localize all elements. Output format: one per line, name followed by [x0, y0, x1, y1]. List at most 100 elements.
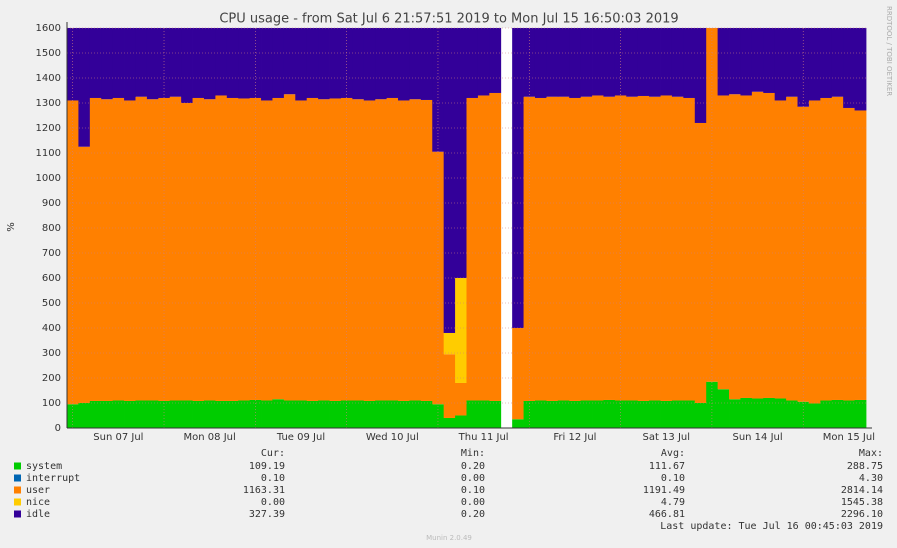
area-segment: [112, 400, 125, 428]
area-segment: [146, 99, 159, 401]
legend-stat: 109.19: [249, 461, 285, 472]
area-segment: [455, 382, 467, 416]
legend-stat: 0.10: [461, 485, 485, 496]
x-tick-label: Thu 11 Jul: [458, 432, 509, 443]
area-segment: [340, 27, 353, 98]
area-segment: [466, 27, 479, 98]
area-segment: [261, 400, 273, 428]
area-segment: [740, 398, 753, 428]
area-segment: [398, 100, 410, 401]
legend-stat: 0.00: [461, 473, 485, 484]
area-segment: [592, 95, 604, 401]
x-tick-label: Fri 12 Jul: [553, 432, 596, 443]
area-segment: [112, 27, 125, 98]
legend-swatch: [14, 462, 21, 470]
legend-stat: 2814.14: [841, 485, 883, 496]
area-segment: [67, 100, 79, 405]
legend-label: idle: [26, 509, 50, 520]
legend-label: user: [26, 485, 50, 496]
area-segment: [523, 401, 536, 428]
area-segment: [226, 27, 239, 98]
area-segment: [808, 403, 821, 428]
y-tick-label: 400: [42, 323, 61, 334]
area-segment: [763, 92, 776, 398]
area-segment: [272, 97, 285, 400]
legend-stat: 0.00: [261, 497, 285, 508]
area-segment: [181, 102, 193, 401]
area-segment: [261, 27, 273, 101]
area-segment: [843, 400, 855, 428]
credit: Munin 2.0.49: [426, 534, 472, 542]
area-segment: [489, 27, 502, 93]
area-segment: [671, 400, 684, 428]
area-segment: [534, 400, 547, 428]
area-segment: [124, 401, 136, 428]
area-segment: [546, 96, 559, 401]
area-segment: [443, 27, 456, 333]
area-segment: [706, 27, 719, 382]
area-segment: [683, 400, 696, 428]
area-segment: [660, 27, 673, 96]
area-segment: [89, 401, 102, 428]
area-segment: [751, 398, 764, 428]
y-tick-label: 600: [42, 273, 61, 284]
area-segment: [124, 100, 136, 401]
y-tick-label: 800: [42, 223, 61, 234]
area-segment: [649, 400, 661, 428]
area-segment: [614, 400, 627, 428]
y-tick-label: 700: [42, 248, 61, 259]
area-segment: [203, 99, 216, 401]
area-segment: [534, 97, 547, 401]
y-tick-label: 100: [42, 398, 61, 409]
area-segment: [226, 97, 239, 401]
area-segment: [763, 27, 776, 93]
area-segment: [329, 98, 342, 401]
legend-header: Min:: [461, 448, 485, 459]
area-segment: [318, 27, 330, 100]
area-segment: [626, 27, 639, 97]
area-segment: [146, 27, 159, 100]
area-segment: [671, 27, 684, 97]
area-segment: [238, 400, 251, 428]
area-segment: [192, 401, 205, 428]
area-segment: [763, 398, 776, 428]
area-segment: [660, 95, 673, 401]
area-segment: [283, 94, 296, 401]
area-segment: [306, 97, 319, 401]
area-segment: [512, 27, 524, 328]
y-axis-label: %: [6, 222, 17, 232]
area-segment: [249, 400, 262, 428]
area-segment: [808, 100, 821, 404]
area-segment: [135, 96, 148, 401]
area-segment: [455, 415, 467, 428]
area-segment: [169, 400, 182, 428]
area-segment: [443, 332, 456, 355]
area-segment: [694, 122, 707, 403]
area-segment: [557, 96, 570, 401]
area-segment: [67, 404, 79, 428]
legend-swatch: [14, 498, 21, 506]
area-segment: [146, 400, 159, 428]
area-segment: [649, 27, 661, 97]
legend-swatch: [14, 510, 21, 518]
area-segment: [340, 97, 353, 401]
area-segment: [466, 400, 479, 428]
area-segment: [226, 401, 239, 428]
area-segment: [820, 97, 833, 401]
area-segment: [192, 27, 205, 98]
area-segment: [751, 27, 764, 92]
area-segment: [820, 27, 833, 98]
area-segment: [352, 99, 365, 401]
legend-stat: 0.20: [461, 461, 485, 472]
y-tick-label: 1300: [36, 98, 61, 109]
area-segment: [295, 27, 308, 101]
area-segment: [398, 27, 410, 101]
area-segment: [706, 381, 719, 428]
legend-header: Max:: [859, 448, 883, 459]
area-segment: [249, 97, 262, 400]
area-segment: [774, 398, 787, 428]
area-segment: [854, 110, 867, 400]
area-segment: [238, 27, 251, 99]
y-tick-label: 300: [42, 348, 61, 359]
area-segment: [420, 27, 433, 100]
